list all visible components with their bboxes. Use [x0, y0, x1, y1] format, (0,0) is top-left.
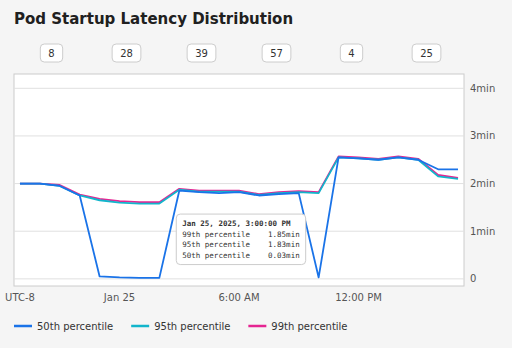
badge: 8 [40, 44, 62, 62]
series-line [20, 157, 458, 203]
plot-area [14, 74, 464, 286]
series-line [20, 156, 458, 202]
tooltip-line: 95th percentile 1.83min [182, 240, 299, 249]
badge-label: 25 [420, 48, 433, 59]
badge: 28 [112, 44, 141, 62]
badge-box [187, 44, 216, 62]
badge-box [262, 44, 291, 62]
badge-label: 28 [120, 48, 133, 59]
grid-line [14, 278, 464, 279]
legend-swatch [131, 325, 149, 328]
x-tick-label: Jan 25 [103, 292, 135, 303]
chart: Pod Startup Latency Distribution 0 1min 2mi… [0, 0, 512, 348]
grid-line [14, 183, 464, 184]
badge-label: 39 [195, 48, 208, 59]
tooltip-box [176, 214, 305, 265]
tooltip-line: Jan 25, 2025, 3:00:00 PM [182, 219, 291, 228]
badge: 4 [340, 44, 362, 62]
y-tick-label: 0 [470, 273, 476, 284]
x-tick-label: UTC-8 [5, 292, 35, 303]
badge-box [412, 44, 441, 62]
grid-line [14, 88, 464, 89]
legend-label: 50th percentile [37, 321, 113, 332]
y-tick-label: 2min [470, 178, 495, 189]
series-group [20, 156, 458, 277]
legend-swatch [14, 325, 32, 328]
series-line [20, 157, 458, 278]
tooltip: Jan 25, 2025, 3:00:00 PM 99th percentile … [176, 214, 305, 265]
badge-label: 57 [270, 48, 283, 59]
badge: 39 [187, 44, 216, 62]
badge-box [340, 44, 362, 62]
grid-line [14, 135, 464, 136]
badge: 25 [412, 44, 441, 62]
x-tick-label: 12:00 PM [335, 292, 382, 303]
badge-label: 4 [348, 48, 354, 59]
legend-label: 99th percentile [271, 321, 347, 332]
y-tick-label: 3min [470, 130, 495, 141]
y-tick-label: 4min [470, 83, 495, 94]
legend-swatch [248, 325, 266, 328]
tooltip-line: 99th percentile 1.85min [182, 230, 299, 239]
x-tick-label: 6:00 AM [218, 292, 259, 303]
legend: 50th percentile 95th percentile 99th perce… [14, 321, 348, 332]
badge: 57 [262, 44, 291, 62]
tooltip-line: 50th percentile 0.03min [182, 251, 299, 260]
badge-label: 8 [48, 48, 54, 59]
title: Pod Startup Latency Distribution [14, 10, 293, 28]
badge-box [40, 44, 62, 62]
y-tick-label: 1min [470, 226, 495, 237]
legend-label: 95th percentile [154, 321, 230, 332]
badge-box [112, 44, 141, 62]
